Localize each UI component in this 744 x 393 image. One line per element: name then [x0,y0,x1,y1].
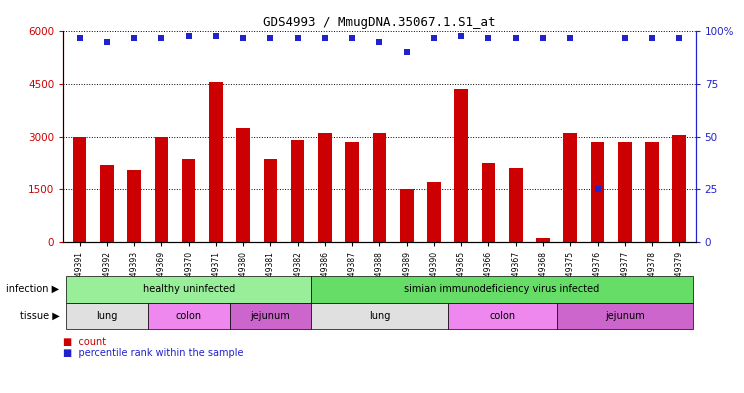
Text: tissue ▶: tissue ▶ [20,311,60,321]
Bar [481,163,496,242]
Point [74,35,86,41]
Bar [591,142,604,242]
Point [264,35,276,41]
Text: simian immunodeficiency virus infected: simian immunodeficiency virus infected [405,284,600,294]
Point [455,33,467,39]
Text: ■  percentile rank within the sample: ■ percentile rank within the sample [63,348,244,358]
Point [510,35,522,41]
Text: ■  count: ■ count [63,337,106,347]
Point [210,33,222,39]
Bar [209,82,222,242]
Bar [345,142,359,242]
Bar [400,189,414,242]
Bar [373,133,386,242]
Point [537,35,549,41]
Point [155,35,167,41]
Bar [618,142,632,242]
Text: infection ▶: infection ▶ [7,284,60,294]
Bar [536,238,550,242]
Point [646,35,658,41]
Point [319,35,331,41]
Bar [73,136,86,242]
Bar [563,133,577,242]
Title: GDS4993 / MmugDNA.35067.1.S1_at: GDS4993 / MmugDNA.35067.1.S1_at [263,16,496,29]
Text: healthy uninfected: healthy uninfected [143,284,235,294]
Bar [291,140,304,242]
Bar [455,89,468,242]
Point [401,49,413,55]
Point [428,35,440,41]
Point [483,35,495,41]
Point [128,35,140,41]
Bar [182,159,196,242]
Bar [100,165,114,242]
Point [564,35,576,41]
Bar [673,135,686,242]
Point [183,33,195,39]
Bar [427,182,440,242]
Text: colon: colon [489,311,515,321]
Bar [155,136,168,242]
Text: lung: lung [96,311,118,321]
Text: colon: colon [176,311,202,321]
Bar [509,168,522,242]
Point [673,35,685,41]
Bar [263,159,278,242]
Point [101,39,113,45]
Point [237,35,249,41]
Point [591,186,603,192]
Text: lung: lung [369,311,390,321]
Bar [237,128,250,242]
Bar [318,133,332,242]
Point [619,35,631,41]
Point [292,35,304,41]
Text: jejunum: jejunum [251,311,290,321]
Point [373,39,385,45]
Text: jejunum: jejunum [605,311,644,321]
Bar [645,142,659,242]
Bar [127,170,141,242]
Point [346,35,358,41]
